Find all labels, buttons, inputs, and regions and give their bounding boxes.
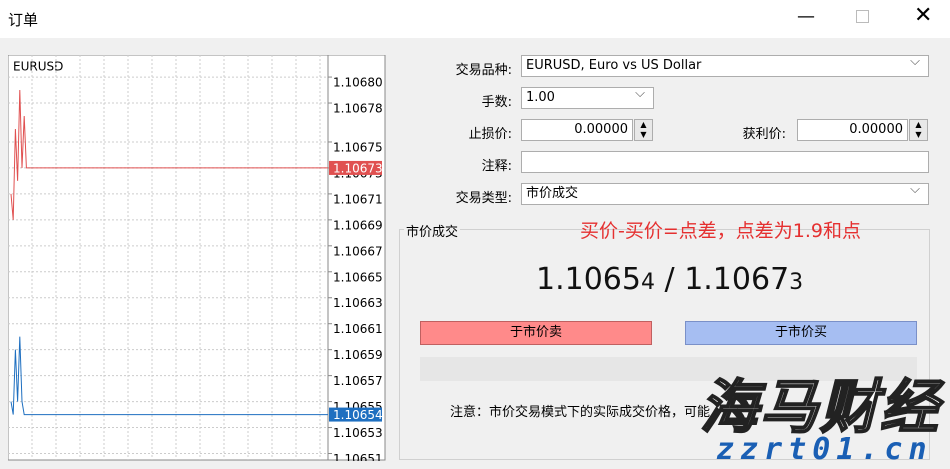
input-value: 0.00000 (574, 122, 628, 137)
window-title: 订单 (8, 11, 39, 29)
spinner[interactable]: ▲ ▼ (634, 119, 653, 141)
price-tag (329, 160, 382, 175)
form-label: 止损价: (468, 127, 512, 142)
y-tick-label: 1.10675 (333, 140, 383, 154)
button-label: 于市价卖 (509, 325, 562, 340)
price-tag-label: 1.10673 (333, 161, 383, 175)
price-line (10, 336, 328, 416)
price-tag (329, 407, 382, 422)
annotation: 买价-买价=点差，点差为1.9和点 (580, 220, 861, 242)
stop-loss-input[interactable]: 0.00000 (521, 119, 633, 141)
y-tick-label: 1.10680 (333, 76, 383, 90)
group-box (399, 229, 930, 460)
y-tick-label: 1.10671 (333, 192, 383, 206)
form-label: 交易类型: (455, 191, 512, 206)
take-profit-input[interactable]: 0.00000 (797, 119, 908, 141)
group-title: 市价成交 (404, 221, 461, 240)
type-select[interactable]: 市价成交 (521, 180, 929, 205)
y-tick-label: 1.10665 (333, 270, 383, 284)
y-tick-label: 1.10653 (333, 426, 383, 440)
y-tick-label: 1.10663 (333, 296, 383, 310)
y-tick-label: 1.10669 (333, 218, 383, 232)
close-button[interactable]: ✕ (914, 3, 933, 28)
input-value: 0.00000 (849, 122, 903, 137)
bid-main: 1.1065 (536, 262, 641, 297)
chart-frame (8, 55, 386, 461)
price-tag-label: 1.10654 (333, 408, 383, 422)
price-line (10, 90, 328, 220)
status-box (420, 357, 917, 381)
select-value: EURUSD, Euro vs US Dollar (526, 58, 702, 73)
form-label: 手数: (481, 95, 512, 110)
price-display: 1.10654 / 1.10673 (536, 262, 803, 297)
y-tick-label: 1.10667 (333, 244, 383, 258)
chart-symbol: EURUSD (13, 60, 63, 74)
ask-main: 1.1067 (684, 262, 790, 297)
maximize-button[interactable] (856, 10, 869, 23)
watermark-brand: 海马财经 (699, 372, 941, 442)
buy-button[interactable]: 于市价买 (685, 321, 917, 345)
y-tick-label: 1.10661 (333, 322, 383, 336)
bid-small: 4 (640, 270, 655, 295)
form-label: 交易品种: (455, 63, 512, 78)
y-tick-label: 1.10659 (333, 348, 383, 362)
note: 注意：市价交易模式下的实际成交价格，可能 (450, 405, 711, 420)
watermark-site: zzrt01.cn (716, 432, 933, 467)
symbol-select[interactable]: EURUSD, Euro vs US Dollar (521, 52, 929, 77)
form-label: 获利价: (742, 127, 786, 142)
tick-chart: EURUSD 1.10680 1.10678 1.10675 1.10673 1.106… (8, 55, 386, 461)
ask-small: 3 (789, 270, 804, 295)
select-value: 市价成交 (526, 186, 579, 201)
button-label: 于市价买 (774, 325, 827, 340)
comment-input[interactable] (521, 151, 929, 173)
y-tick-label: 1.10678 (333, 102, 383, 116)
select-value: 1.00 (526, 90, 555, 105)
y-tick-label: 1.10657 (333, 374, 383, 388)
sell-button[interactable]: 于市价卖 (420, 321, 652, 345)
separator: / (664, 262, 675, 297)
y-tick-label: 1.10651 (333, 452, 383, 461)
lots-select[interactable]: 1.00 (521, 84, 654, 109)
minimize-button[interactable]: — (797, 6, 815, 27)
form-label: 注释: (481, 159, 512, 174)
spinner[interactable]: ▲ ▼ (909, 119, 928, 141)
title-bar: 订单 — ✕ (0, 0, 950, 38)
